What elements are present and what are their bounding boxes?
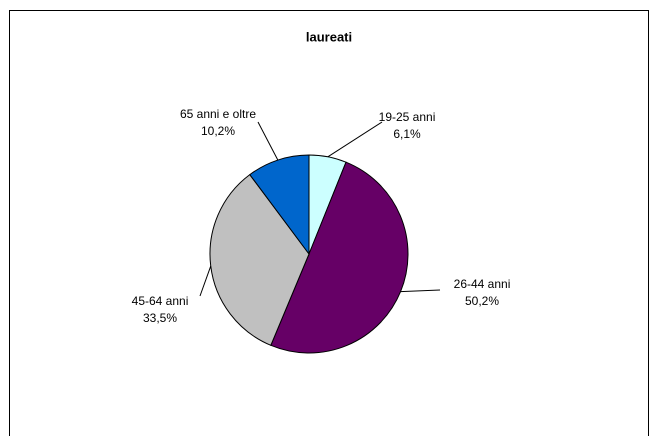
pie-slice: [270, 161, 409, 354]
chart-title: laureati: [306, 29, 352, 44]
slice-label: 65 anni e oltre: [180, 107, 256, 121]
leader-line: [327, 121, 383, 158]
slice-value-label: 6,1%: [393, 127, 421, 141]
slice-value-label: 50,2%: [465, 294, 499, 308]
leader-line: [400, 289, 441, 293]
slice-label: 19-25 anni: [379, 110, 436, 124]
slice-value-label: 10,2%: [201, 124, 235, 138]
leader-line: [257, 121, 279, 161]
slice-label: 26-44 anni: [454, 277, 511, 291]
slice-label: 45-64 anni: [132, 294, 189, 308]
slice-value-label: 33,5%: [143, 311, 177, 325]
leader-line: [199, 265, 212, 297]
